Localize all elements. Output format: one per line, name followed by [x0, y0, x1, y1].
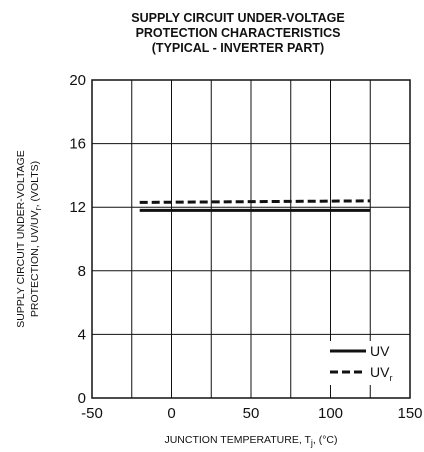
legend-label-uvr: UVr — [370, 364, 392, 383]
legend: UV UVr — [326, 341, 406, 385]
chart-title-line-3: (TYPICAL - INVERTER PART) — [152, 41, 324, 55]
y-axis-label-line-1: SUPPLY CIRCUIT UNDER-VOLTAGE — [15, 150, 27, 328]
y-tick-label: 4 — [78, 326, 86, 343]
data-series — [139, 199, 371, 212]
series-line-uvr — [139, 199, 371, 204]
y-axis-tick-labels: 0 4 8 12 16 20 — [69, 72, 86, 407]
legend-background — [326, 341, 406, 385]
y-tick-label: 20 — [69, 72, 86, 89]
chart-title-line-2: PROTECTION CHARACTERISTICS — [136, 26, 341, 40]
chart-title: SUPPLY CIRCUIT UNDER-VOLTAGE PROTECTION … — [131, 11, 344, 55]
y-tick-label: 8 — [78, 263, 86, 280]
y-axis-label: SUPPLY CIRCUIT UNDER-VOLTAGE PROTECTION,… — [15, 150, 43, 328]
x-tick-label: 50 — [243, 405, 260, 422]
x-tick-label: -50 — [81, 405, 103, 422]
y-axis-label-line-2: PROTECTION, UV/UVr, (VOLTS) — [29, 161, 43, 317]
chart-title-line-1: SUPPLY CIRCUIT UNDER-VOLTAGE — [131, 11, 344, 25]
x-axis-tick-labels: -50 0 50 100 150 — [81, 405, 422, 422]
legend-label-uv: UV — [370, 343, 390, 359]
grid-lines — [92, 80, 410, 398]
y-tick-label: 16 — [69, 136, 86, 153]
x-tick-label: 150 — [397, 405, 422, 422]
x-tick-label: 100 — [318, 405, 343, 422]
y-tick-label: 12 — [69, 199, 86, 216]
y-tick-label: 0 — [78, 390, 86, 407]
x-tick-label: 0 — [167, 405, 175, 422]
x-axis-label: JUNCTION TEMPERATURE, Tj, (°C) — [164, 434, 337, 448]
